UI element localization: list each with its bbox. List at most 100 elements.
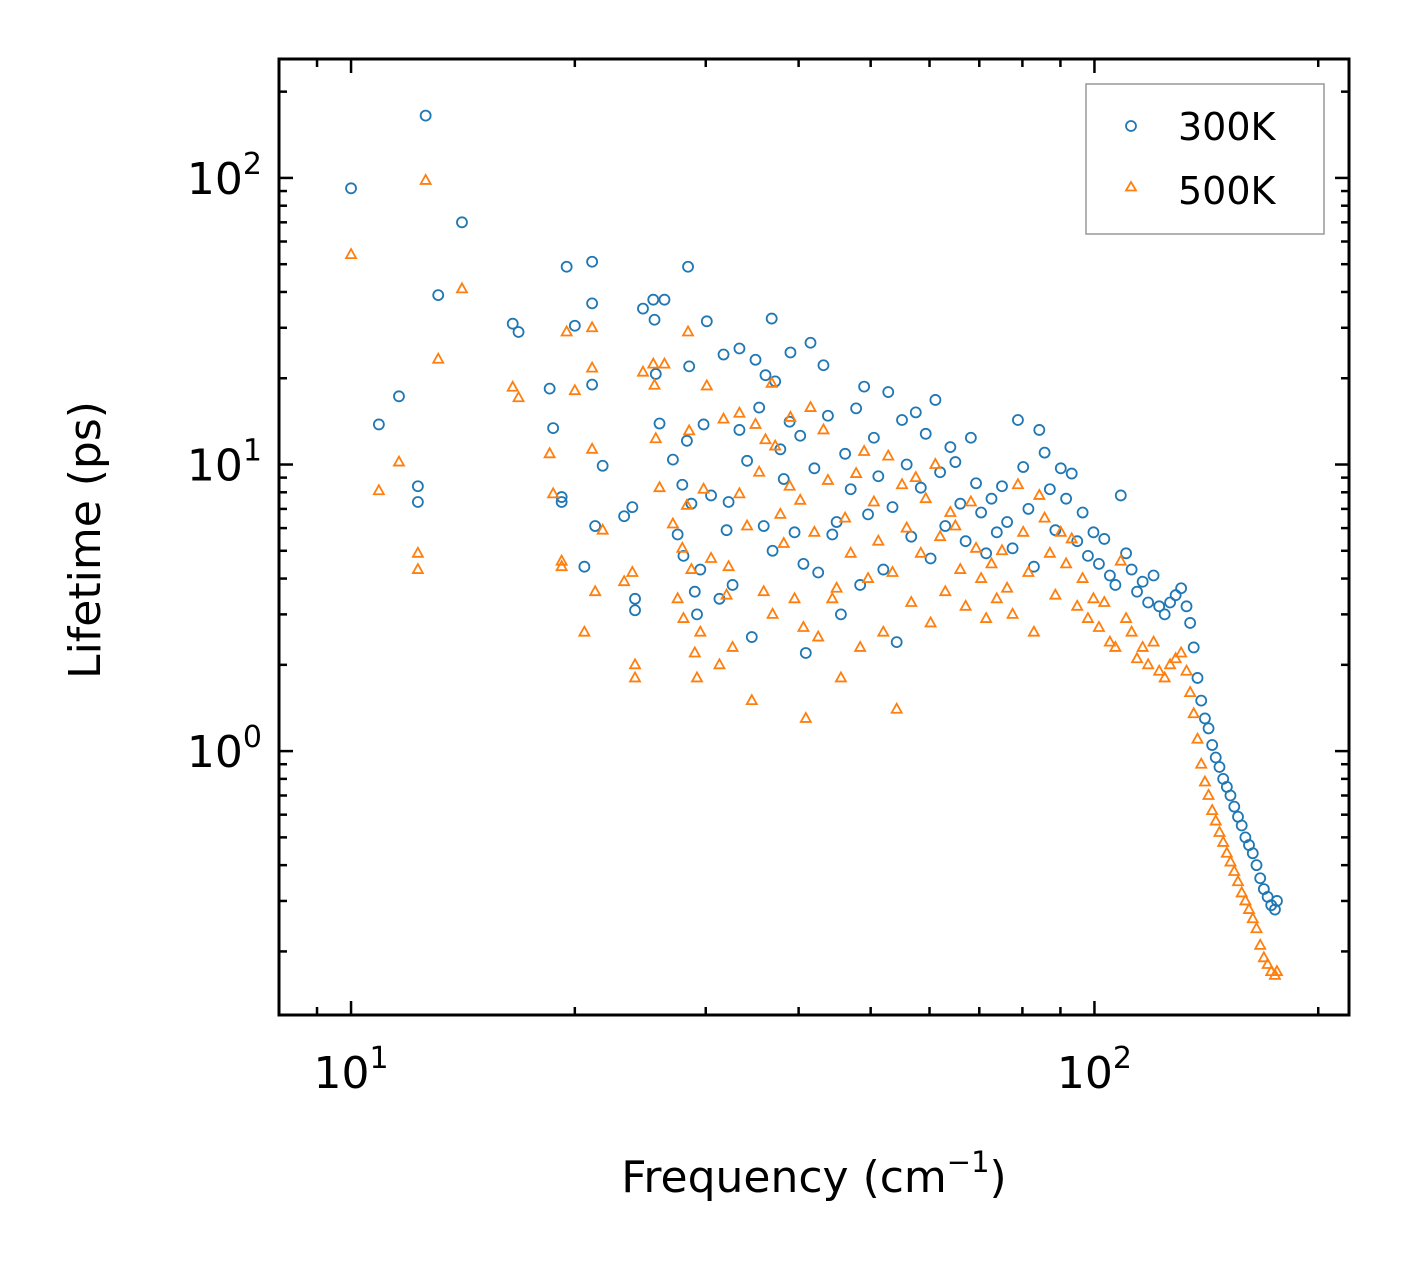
data-point-500K	[617, 574, 631, 587]
series-300K	[345, 109, 1283, 916]
data-point-500K	[752, 464, 766, 477]
data-point-500K	[625, 565, 639, 577]
data-point-500K	[943, 505, 957, 517]
data-point-500K	[568, 383, 582, 396]
data-point-300K	[677, 549, 690, 562]
data-point-300K	[1153, 600, 1166, 613]
data-point-500K	[1158, 670, 1172, 683]
data-point-500K	[881, 448, 895, 461]
y-tick-labels: 100 101 102	[187, 147, 262, 778]
data-point-500K	[1141, 657, 1155, 670]
data-point-500K	[555, 559, 569, 572]
data-point-300K	[456, 216, 468, 229]
data-point-500K	[628, 657, 642, 670]
data-point-300K	[1098, 533, 1111, 545]
data-point-500K	[853, 640, 867, 652]
data-point-500K	[964, 494, 978, 507]
data-point-500K	[919, 491, 933, 504]
data-point-500K	[914, 545, 928, 558]
data-point-300K	[568, 319, 581, 332]
data-point-300K	[1131, 585, 1143, 598]
data-point-500K	[411, 545, 425, 558]
data-point-300K	[676, 478, 689, 491]
data-point-300K	[411, 496, 424, 508]
data-point-500K	[834, 670, 848, 683]
data-point-300K	[586, 297, 599, 310]
data-point-300K	[1017, 461, 1030, 473]
data-point-500K	[900, 520, 914, 533]
data-point-300K	[1195, 694, 1208, 707]
data-point-500K	[671, 591, 685, 604]
data-point-300K	[1054, 462, 1067, 475]
data-point-500K	[821, 473, 835, 485]
data-point-500K	[933, 529, 947, 542]
data-point-500K	[649, 431, 663, 444]
data-point-300K	[954, 497, 967, 510]
data-point-300K	[419, 109, 432, 122]
data-point-300K	[980, 547, 993, 560]
data-point-300K	[799, 647, 812, 659]
data-point-300K	[949, 456, 962, 468]
data-point-300K	[432, 289, 445, 302]
data-point-300K	[733, 342, 746, 355]
data-point-500K	[1032, 488, 1046, 500]
data-point-300K	[1033, 424, 1046, 436]
data-point-300K	[700, 315, 713, 328]
data-point-500K	[560, 324, 574, 337]
data-point-500K	[895, 477, 909, 490]
data-point-300K	[586, 255, 599, 268]
data-point-500K	[681, 324, 695, 337]
data-point-300K	[844, 483, 857, 496]
data-point-500K	[995, 543, 1009, 556]
data-point-300K	[1093, 558, 1105, 570]
data-point-500K	[768, 438, 782, 451]
data-point-500K	[766, 607, 780, 619]
data-point-300K	[543, 382, 556, 395]
data-point-500K	[953, 562, 967, 574]
data-point-300K	[757, 520, 770, 532]
data-point-300K	[804, 336, 817, 349]
y-tick-label: 100	[187, 720, 262, 778]
data-point-300K	[822, 409, 834, 422]
data-point-300K	[1136, 575, 1149, 588]
data-point-300K	[1209, 751, 1222, 764]
data-point-500K	[372, 483, 386, 496]
data-point-500K	[796, 620, 810, 632]
data-point-500K	[717, 411, 731, 424]
data-point-500K	[825, 591, 839, 604]
data-point-500K	[1054, 524, 1068, 537]
data-point-500K	[700, 378, 714, 391]
data-point-300K	[681, 434, 693, 447]
data-point-300K	[896, 414, 908, 426]
data-point-500K	[1220, 845, 1234, 858]
data-point-500K	[928, 457, 942, 469]
data-point-300K	[697, 418, 710, 431]
data-point-500K	[1006, 607, 1020, 619]
data-point-300K	[1006, 542, 1019, 555]
data-point-500K	[1000, 580, 1014, 593]
y-tick-label: 101	[187, 434, 262, 492]
data-point-300K	[1001, 516, 1014, 528]
legend-marker-500k	[1124, 180, 1138, 192]
data-point-500K	[876, 624, 890, 637]
data-point-500K	[1223, 854, 1237, 867]
legend-label-500k: 500K	[1178, 169, 1277, 213]
data-point-500K	[585, 360, 599, 373]
data-point-500K	[838, 510, 852, 523]
data-point-300K	[1065, 467, 1078, 480]
data-point-300K	[759, 369, 772, 382]
data-point-300K	[1213, 761, 1226, 773]
data-point-300K	[1169, 589, 1182, 602]
data-point-300K	[990, 526, 1003, 539]
data-point-500K	[1092, 620, 1106, 632]
data-point-300K	[1206, 739, 1219, 751]
data-point-300K	[512, 326, 525, 338]
data-point-500K	[849, 466, 863, 478]
data-point-300K	[839, 447, 852, 460]
data-point-300K	[648, 313, 661, 326]
data-point-300K	[726, 579, 739, 591]
data-point-500K	[867, 494, 881, 507]
data-point-500K	[596, 522, 610, 535]
data-point-500K	[657, 356, 671, 369]
data-point-300K	[975, 506, 988, 519]
